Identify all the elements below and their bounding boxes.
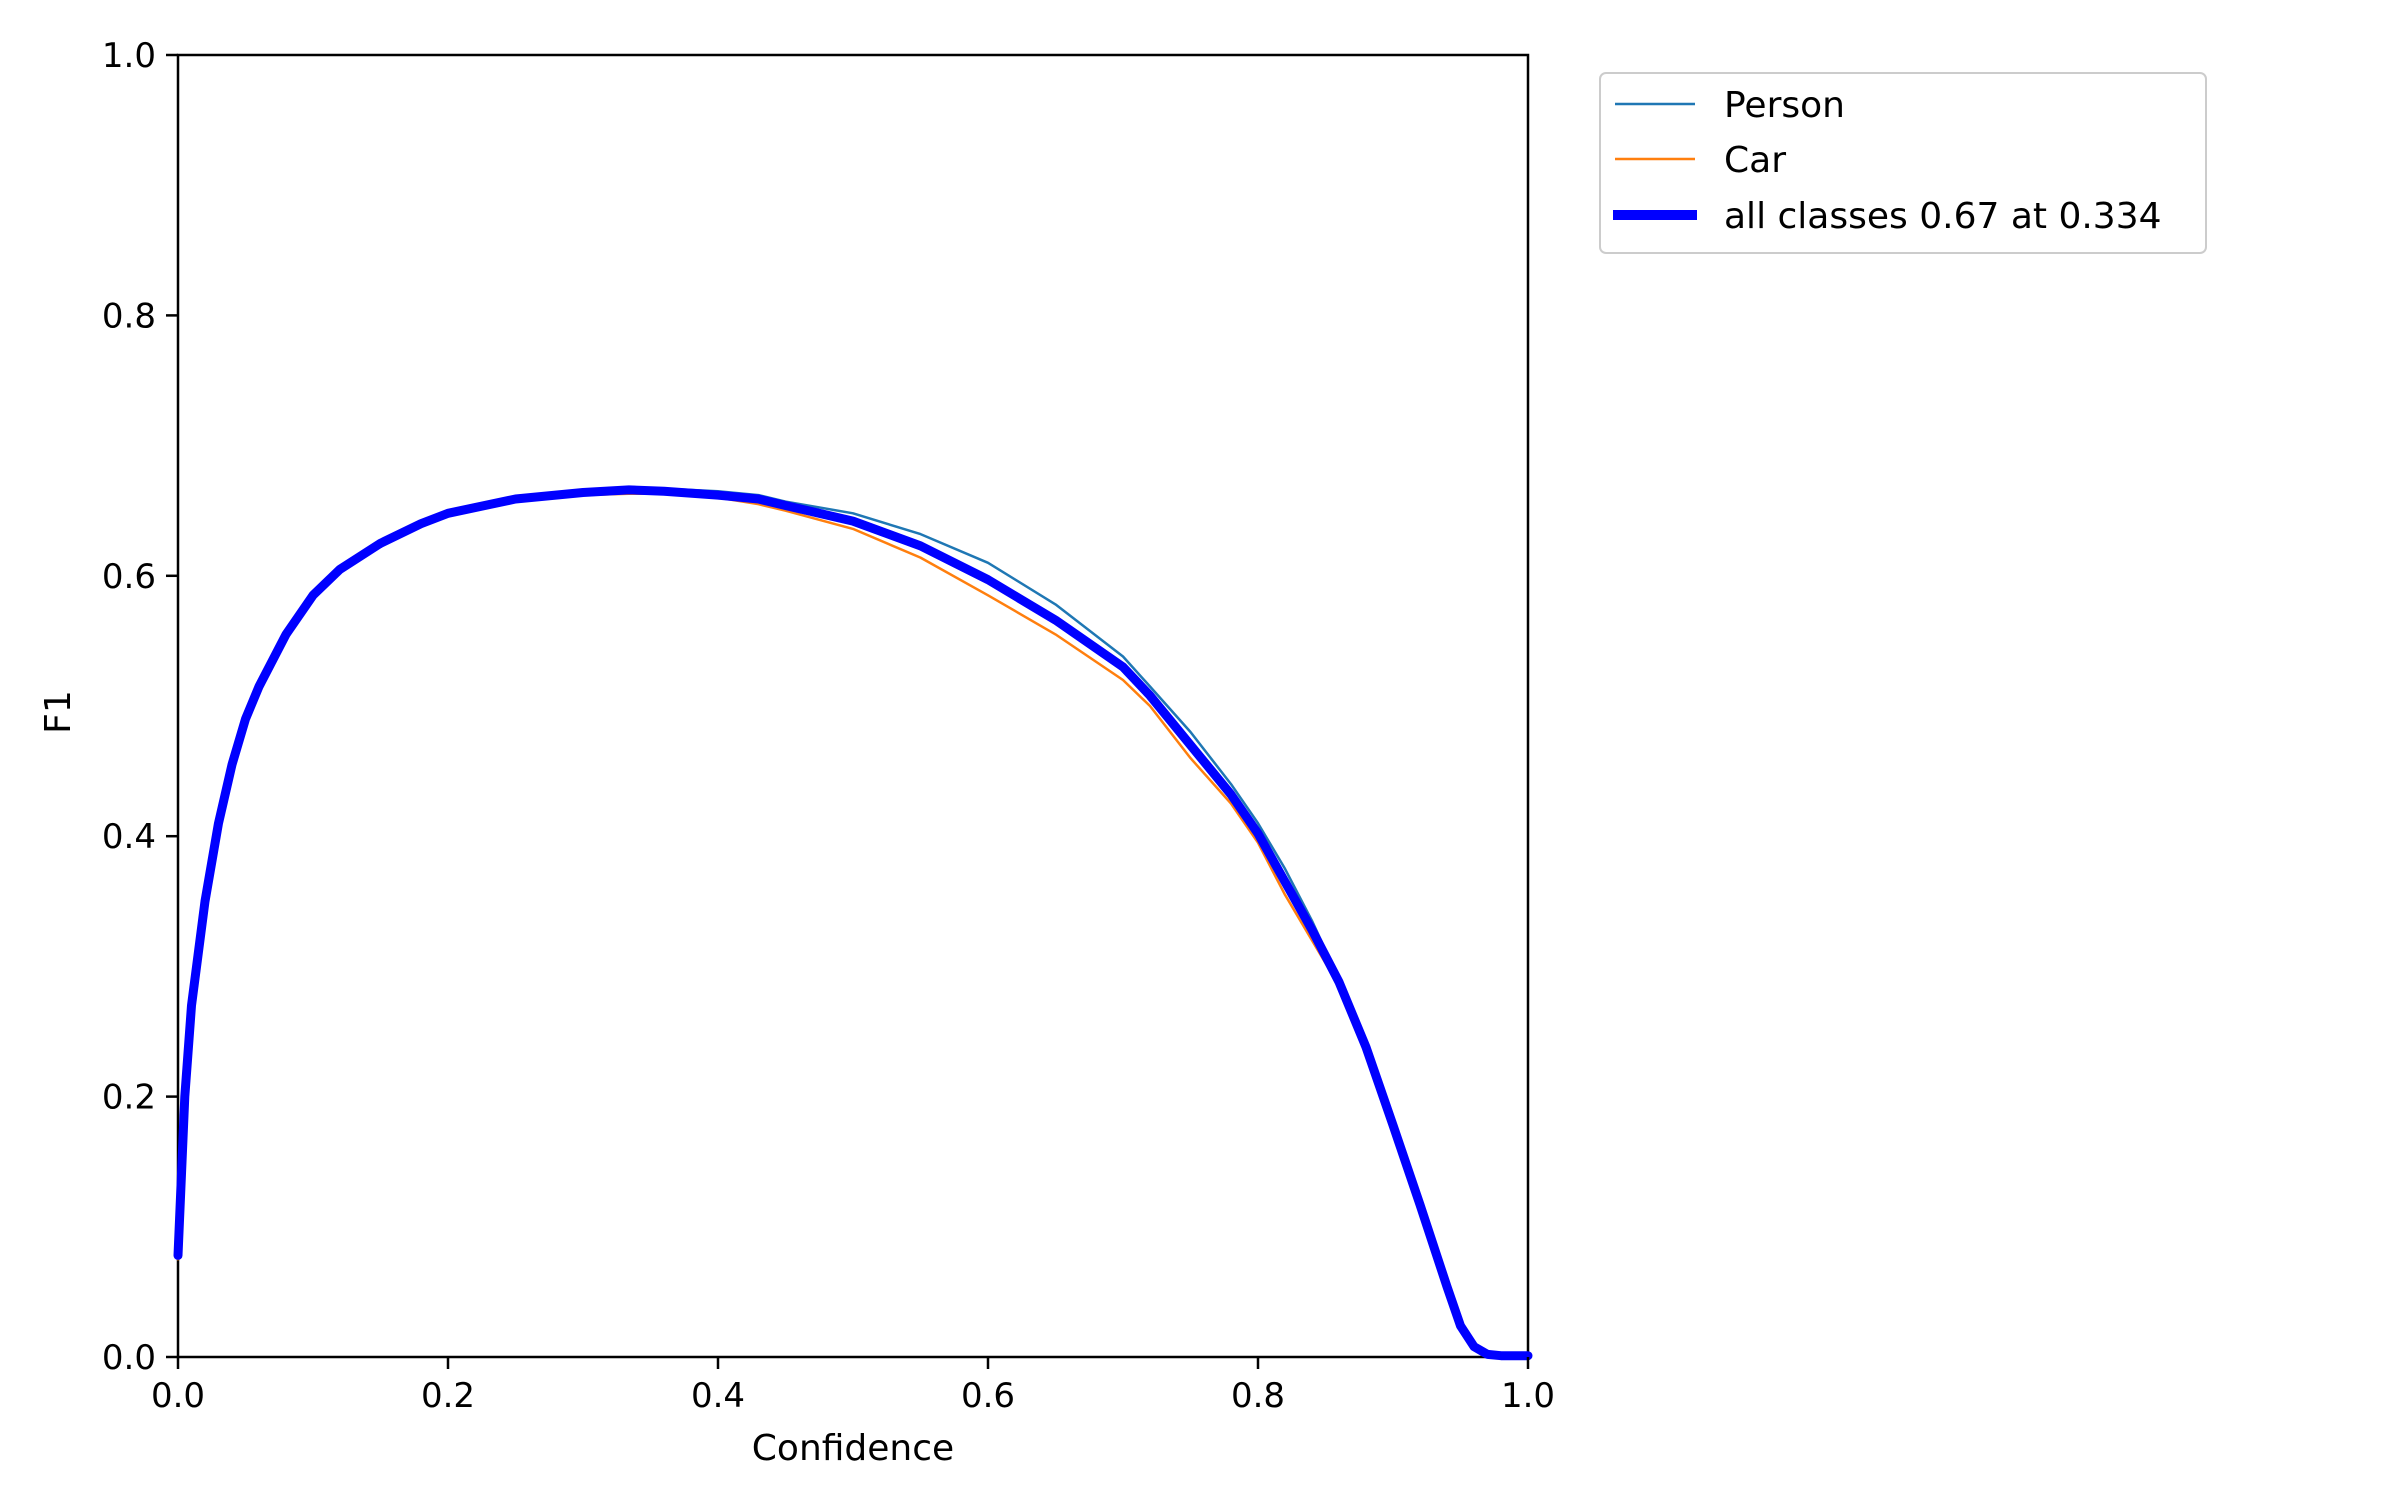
legend-label-all-classes: all classes 0.67 at 0.334 (1724, 196, 2162, 237)
series-layer (173, 485, 1533, 1361)
legend-label-person: Person (1724, 85, 1845, 126)
y-tick-label: 0.2 (102, 1078, 156, 1118)
x-tick-label: 0.0 (151, 1376, 205, 1416)
y-axis-title: F1 (38, 690, 79, 734)
y-axis-ticks: 0.0 0.2 0.4 0.6 0.8 1.0 (102, 36, 178, 1378)
plot-area: 0.0 0.2 0.4 0.6 0.8 1.0 0.0 0.2 0.4 0.6 0.8 1.0 (102, 36, 1555, 1416)
legend-entry-all-classes: all classes 0.67 at 0.334 (1613, 196, 2162, 237)
legend-entry-person: Person (1615, 85, 1845, 126)
x-axis-title: Confidence (752, 1428, 954, 1469)
y-tick-label: 0.4 (102, 817, 156, 857)
y-tick-label: 0.6 (102, 557, 156, 597)
y-tick-label: 1.0 (102, 36, 156, 76)
x-tick-label: 0.2 (421, 1376, 475, 1416)
x-tick-label: 1.0 (1501, 1376, 1555, 1416)
axes-frame (176, 53, 1530, 1359)
x-tick-label: 0.6 (961, 1376, 1015, 1416)
legend-label-car: Car (1724, 140, 1786, 181)
legend-entry-car: Car (1615, 140, 1786, 181)
series-line-all-classes-0-67-at-0-334 (173, 485, 1533, 1361)
x-tick-label: 0.8 (1231, 1376, 1285, 1416)
legend-box (1599, 72, 2207, 254)
x-tick-label: 0.4 (691, 1376, 745, 1416)
x-axis-ticks: 0.0 0.2 0.4 0.6 0.8 1.0 (151, 1357, 1555, 1416)
y-tick-label: 0.8 (102, 296, 156, 336)
legend: Person Car all classes 0.67 at 0.334 (1599, 72, 2207, 254)
y-tick-label: 0.0 (102, 1338, 156, 1378)
